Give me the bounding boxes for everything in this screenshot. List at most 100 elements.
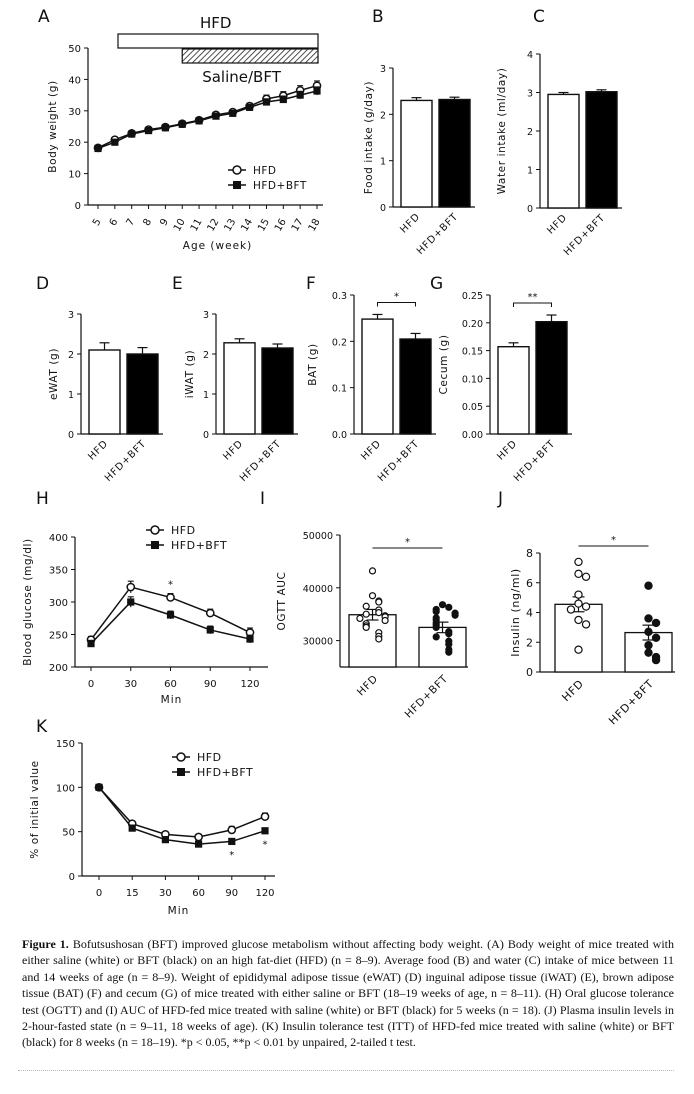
significance-star: *: [405, 537, 410, 548]
data-point-open: [375, 598, 383, 606]
x-tick-label: 18: [307, 217, 323, 234]
data-point-open: [574, 590, 583, 599]
data-point-open: [574, 645, 583, 654]
y-tick-label: 400: [49, 533, 68, 544]
y-tick-label: 4: [527, 50, 533, 61]
y-tick-label: 10: [68, 170, 81, 181]
data-point-open: [375, 635, 383, 643]
data-point-open-circle: [227, 825, 237, 835]
y-tick-label: 0: [380, 203, 386, 214]
x-tick-label: 90: [225, 888, 238, 899]
x-tick-label: HFD: [545, 212, 569, 236]
data-point-open: [356, 614, 364, 623]
significance-star: **: [528, 292, 538, 303]
y-tick-label: 2: [527, 127, 533, 138]
data-point-open: [362, 602, 370, 610]
data-point-open: [574, 569, 583, 579]
bar-mean: [348, 614, 397, 668]
data-point-filled: [644, 581, 653, 590]
y-tick-label: 3: [68, 310, 74, 321]
x-tick-label: HFD+BFT: [606, 677, 656, 727]
data-point-filled: [644, 641, 653, 650]
y-tick-label: 0.25: [462, 291, 483, 302]
y-axis-label: OGTT AUC: [276, 571, 288, 630]
data-point-open: [574, 557, 583, 567]
bar-hfd: [547, 93, 580, 209]
x-axis-label: Min: [168, 905, 190, 917]
data-point-open: [362, 610, 370, 618]
y-axis-label: Water intake (ml/day): [496, 68, 508, 195]
caption-text: Bofutsushosan (BFT) improved glucose met…: [22, 937, 674, 1050]
y-tick-label: 40: [68, 75, 81, 86]
legend-open-circle-marker: [232, 165, 242, 175]
legend-label: HFD: [171, 524, 196, 537]
significance-star: *: [168, 580, 173, 591]
figure-caption: Figure 1. Bofutsushosan (BFT) improved g…: [22, 936, 674, 1051]
x-tick-label: HFD+BFT: [238, 438, 284, 484]
x-tick-label: HFD+BFT: [512, 438, 558, 484]
x-tick-label: 60: [192, 888, 205, 899]
data-point-open: [574, 615, 583, 625]
bar-mean: [418, 626, 467, 668]
data-point-filled-square: [128, 130, 136, 138]
data-point-open: [566, 605, 576, 614]
hfd-period-bar: [117, 33, 319, 49]
data-point-filled: [432, 607, 440, 616]
y-tick-label: 150: [56, 739, 75, 750]
divider: [18, 1070, 674, 1071]
data-point-filled-square: [144, 126, 153, 135]
y-tick-label: 50: [62, 828, 75, 839]
data-point-filled-square: [296, 91, 304, 99]
x-tick-label: 15: [126, 888, 139, 899]
x-tick-label: HFD: [559, 677, 586, 704]
y-tick-label: 30000: [303, 637, 333, 648]
legend-label: HFD+BFT: [171, 539, 227, 552]
x-tick-label: 7: [125, 217, 138, 228]
treatment-period-label: Saline/BFT: [202, 68, 281, 86]
y-axis-label: eWAT (g): [48, 348, 60, 400]
data-point-filled: [651, 618, 661, 628]
x-tick-label: 13: [222, 217, 238, 234]
significance-star: *: [611, 535, 616, 546]
y-tick-label: 30: [68, 107, 81, 118]
data-point-filled-square: [212, 112, 220, 120]
data-point-open: [581, 620, 591, 629]
bar-hfd: [223, 342, 256, 435]
data-point-filled-square: [262, 98, 271, 106]
y-tick-label: 0: [68, 430, 74, 441]
legend-filled-square-marker: [151, 541, 159, 549]
x-tick-label: 16: [273, 217, 289, 234]
treatment-period-bar: [181, 48, 319, 64]
y-tick-label: 20: [68, 138, 81, 149]
data-point-open: [368, 592, 377, 600]
data-point-open-circle: [194, 832, 203, 842]
y-axis-label: BAT (g): [307, 343, 319, 385]
data-point-filled-square: [111, 138, 119, 146]
panel-label-j: J: [497, 489, 503, 509]
legend-filled-square-marker: [177, 768, 185, 776]
x-axis-label: Age (week): [183, 240, 252, 252]
panel-label-d: D: [36, 274, 49, 294]
y-tick-label: 350: [49, 566, 68, 577]
chart-j: 0 2 4 6 8 HFD HFD+BFT * Insulin (ng/ml): [509, 535, 675, 727]
x-tick-label: HFD: [355, 673, 381, 699]
chart-k: 0 50 100 150 0 15 30 60 90 120 * * % of initial valu…: [29, 739, 275, 917]
data-point-open: [381, 616, 389, 625]
legend-label: HFD: [253, 165, 277, 177]
x-tick-label: 120: [240, 679, 259, 690]
data-point-filled-square: [166, 611, 175, 619]
x-tick-label: HFD: [398, 211, 422, 235]
y-tick-label: 0.00: [462, 430, 483, 441]
panel-label-k: K: [36, 717, 48, 737]
y-tick-label: 0: [75, 201, 81, 212]
y-tick-label: 1: [527, 166, 533, 177]
data-point-filled: [445, 630, 453, 638]
bar-hfd-bft: [261, 347, 294, 435]
data-point-filled-square: [127, 598, 135, 606]
x-tick-label: HFD+BFT: [103, 438, 149, 484]
